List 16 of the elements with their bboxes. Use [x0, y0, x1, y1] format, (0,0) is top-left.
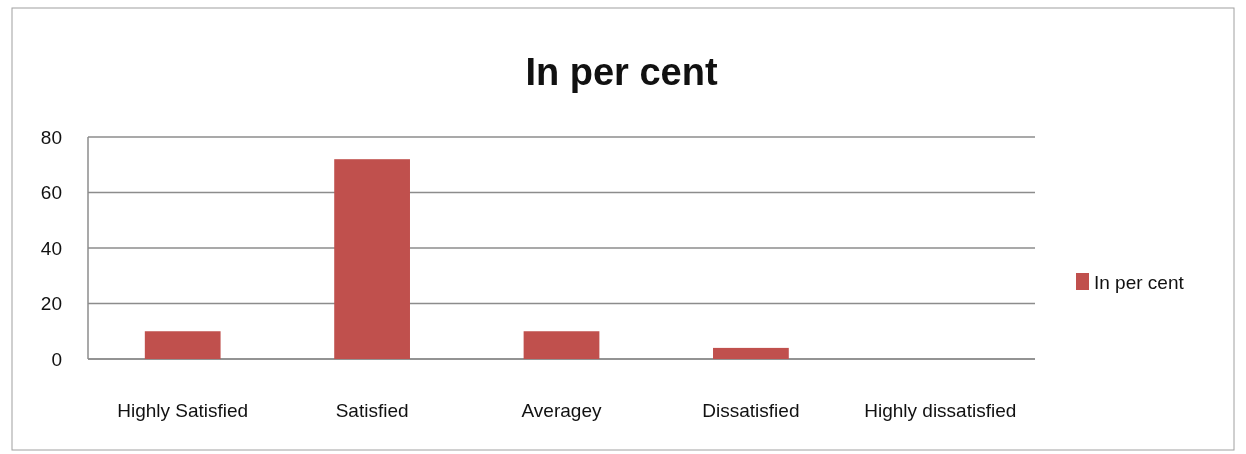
- y-tick-label: 80: [40, 126, 62, 148]
- x-tick-label: Satisfied: [335, 400, 409, 421]
- x-tick-label: Highly dissatisfied: [864, 400, 1017, 421]
- chart-title: In per cent: [525, 51, 718, 93]
- bar: [334, 159, 410, 359]
- y-tick-label: 0: [51, 348, 62, 370]
- y-tick-label: 40: [40, 237, 62, 259]
- x-tick-label: Dissatisfied: [702, 400, 800, 421]
- y-tick-label: 60: [40, 182, 62, 204]
- x-tick-label: Highly Satisfied: [117, 400, 249, 421]
- y-tick-label: 20: [40, 293, 62, 315]
- legend-label: In per cent: [1094, 271, 1185, 293]
- x-tick-label: Averagey: [521, 400, 602, 421]
- bar: [144, 331, 221, 359]
- bar: [523, 331, 600, 359]
- bar: [713, 347, 789, 359]
